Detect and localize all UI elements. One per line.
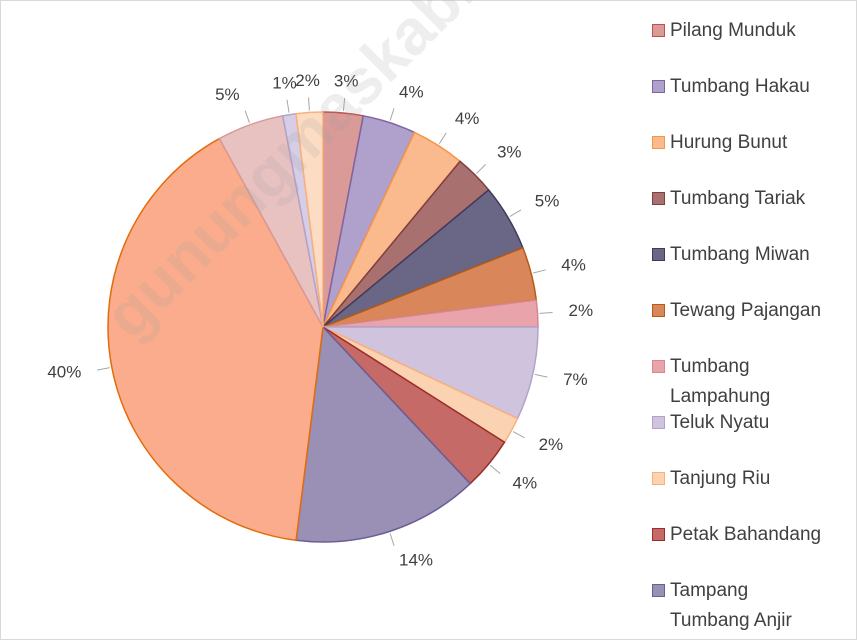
data-label: 4% [513,473,538,492]
data-label: 1% [272,74,297,93]
legend-label: Petak Bahandang [670,524,822,545]
legend-swatch [652,304,665,317]
pie-slice [295,325,472,543]
leader-line [512,431,525,439]
leader-line [438,132,447,145]
legend-label: Pilang Munduk [670,20,796,41]
data-label: 3% [334,72,359,91]
legend-item: Tumbang Lampahung [652,352,832,412]
legend-item: Tampang Tumbang Anjir [652,576,832,636]
legend-item: Tumbang Hakau [652,72,832,102]
legend-swatch [652,360,665,373]
leader-line [534,373,548,378]
leader-line [389,108,395,121]
leader-line [308,97,310,111]
legend-item: Teluk Nyatu [652,408,832,438]
legend-swatch [652,584,665,597]
leader-line [539,312,553,314]
leader-line [96,367,110,371]
legend-label: Tumbang Tariak [670,188,806,209]
legend-label: Tanjung Riu [670,468,771,489]
data-label: 7% [563,370,588,389]
legend-swatch [652,80,665,93]
leader-line [476,164,486,174]
legend-swatch [652,136,665,149]
legend-label: Tewang Pajangan [670,300,822,321]
legend-item: Tewang Pajangan [652,296,832,326]
legend-swatch [652,416,665,429]
pie-slice [295,111,324,328]
data-label: 2% [539,435,564,454]
data-label: 5% [215,85,240,104]
leader-line [509,209,522,217]
leader-line [244,110,250,123]
legend-swatch [652,472,665,485]
legend-label: Tumbang Hakau [670,76,810,97]
data-label: 4% [561,255,586,274]
data-label: 2% [295,71,320,90]
legend-item: Tumbang Miwan [652,240,832,270]
pie-slice [107,137,324,542]
leader-line [489,464,501,474]
data-label: 40% [47,363,81,382]
legend-swatch [652,192,665,205]
leader-line [389,533,395,546]
legend-item: Pilang Munduk [652,16,832,46]
legend-item: Hurung Bunut [652,128,832,158]
legend-swatch [652,528,665,541]
data-label: 3% [497,143,522,162]
leader-line [342,97,346,112]
legend-label: Hurung Bunut [670,132,788,153]
legend-item: Petak Bahandang [652,520,832,550]
legend-label: Tumbang Lampahung [670,356,771,407]
data-label: 14% [399,550,433,569]
legend-label: Teluk Nyatu [670,412,770,433]
legend-item: Tumbang Tariak [652,184,832,214]
data-label: 5% [535,191,560,210]
data-label: 4% [399,83,424,102]
leader-line [533,269,546,274]
legend-item: Tanjung Riu [652,464,832,494]
data-label: 2% [569,301,594,320]
legend-label: Tumbang Miwan [670,244,810,265]
data-label: 4% [455,109,480,128]
legend-swatch [652,248,665,261]
leader-line [286,99,290,113]
legend-label: Tampang Tumbang Anjir [670,580,792,631]
legend-swatch [652,24,665,37]
